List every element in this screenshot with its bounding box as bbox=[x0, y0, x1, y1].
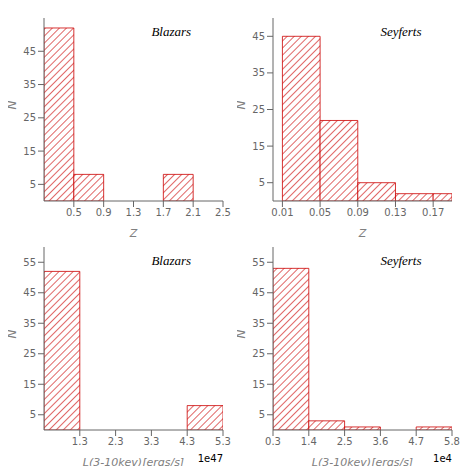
svg-text:1.3: 1.3 bbox=[72, 436, 88, 447]
svg-text:2.1: 2.1 bbox=[185, 207, 201, 218]
svg-text:15: 15 bbox=[252, 379, 265, 390]
svg-text:0.13: 0.13 bbox=[384, 207, 406, 218]
svg-text:2.3: 2.3 bbox=[108, 436, 124, 447]
svg-text:25: 25 bbox=[23, 112, 36, 123]
svg-text:25: 25 bbox=[23, 348, 36, 359]
svg-text:25: 25 bbox=[252, 104, 265, 115]
svg-text:0.01: 0.01 bbox=[271, 207, 293, 218]
svg-text:45: 45 bbox=[23, 287, 36, 298]
svg-text:N: N bbox=[237, 101, 248, 110]
svg-text:35: 35 bbox=[23, 318, 36, 329]
svg-text:L(3-10kev)[ergs/s]: L(3-10kev)[ergs/s] bbox=[312, 456, 413, 466]
svg-text:1.4: 1.4 bbox=[301, 436, 317, 447]
html-text:Blazars: Blazars bbox=[151, 24, 192, 39]
svg-text:5: 5 bbox=[30, 179, 36, 190]
svg-text:15: 15 bbox=[252, 141, 265, 152]
svg-text:3.3: 3.3 bbox=[143, 436, 159, 447]
svg-text:0.09: 0.09 bbox=[347, 207, 369, 218]
html-text:1e4: 1e4 bbox=[433, 453, 452, 464]
svg-text:Z: Z bbox=[129, 227, 138, 237]
svg-text:N: N bbox=[8, 101, 19, 110]
svg-text:15: 15 bbox=[23, 146, 36, 157]
svg-text:L(3-10kev)[ergs/s]: L(3-10kev)[ergs/s] bbox=[83, 456, 184, 466]
svg-text:0.5: 0.5 bbox=[66, 207, 82, 218]
svg-text:4.7: 4.7 bbox=[408, 436, 424, 447]
svg-text:N: N bbox=[8, 330, 19, 339]
svg-text:1.3: 1.3 bbox=[126, 207, 142, 218]
html-text:1e47: 1e47 bbox=[197, 453, 223, 464]
html-text:Seyferts: Seyferts bbox=[380, 24, 422, 39]
svg-text:3.6: 3.6 bbox=[372, 436, 388, 447]
svg-text:35: 35 bbox=[23, 79, 36, 90]
svg-text:0.9: 0.9 bbox=[96, 207, 112, 218]
svg-text:2.5: 2.5 bbox=[337, 436, 353, 447]
svg-text:5: 5 bbox=[30, 409, 36, 420]
svg-text:15: 15 bbox=[23, 379, 36, 390]
svg-text:45: 45 bbox=[23, 46, 36, 57]
svg-text:2.5: 2.5 bbox=[215, 207, 231, 218]
svg-text:5: 5 bbox=[259, 177, 265, 188]
html-text:Seyferts: Seyferts bbox=[380, 253, 422, 268]
svg-text:45: 45 bbox=[252, 287, 265, 298]
svg-text:55: 55 bbox=[23, 257, 36, 268]
svg-text:N: N bbox=[237, 330, 248, 339]
svg-text:35: 35 bbox=[252, 318, 265, 329]
svg-text:55: 55 bbox=[252, 257, 265, 268]
svg-text:45: 45 bbox=[252, 31, 265, 42]
svg-text:5.8: 5.8 bbox=[444, 436, 460, 447]
svg-text:0.17: 0.17 bbox=[422, 207, 444, 218]
svg-text:5.3: 5.3 bbox=[215, 436, 231, 447]
svg-text:5: 5 bbox=[259, 409, 265, 420]
svg-text:0.3: 0.3 bbox=[265, 436, 281, 447]
svg-text:35: 35 bbox=[252, 67, 265, 78]
html-text:Blazars: Blazars bbox=[151, 253, 192, 268]
svg-text:Z: Z bbox=[358, 227, 367, 237]
svg-text:4.3: 4.3 bbox=[179, 436, 195, 447]
svg-text:25: 25 bbox=[252, 348, 265, 359]
svg-text:1.7: 1.7 bbox=[155, 207, 171, 218]
svg-text:0.05: 0.05 bbox=[309, 207, 331, 218]
